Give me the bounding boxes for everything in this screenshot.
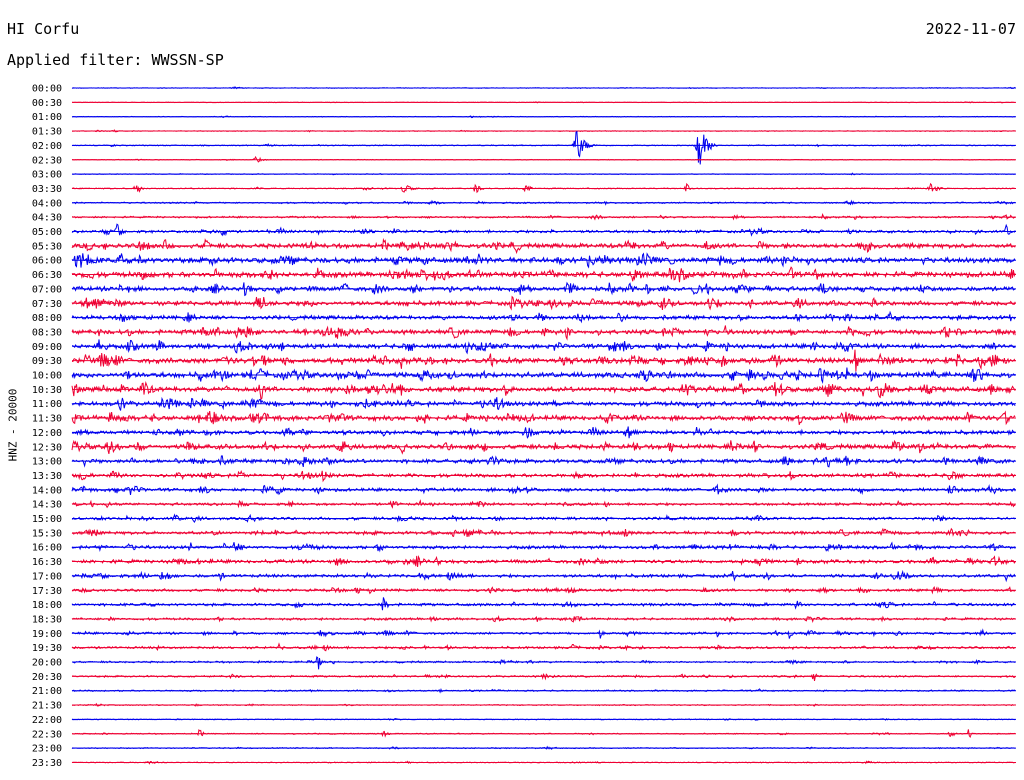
row-time-label: 22:30 <box>32 729 62 740</box>
row-time-label: 09:00 <box>32 342 62 353</box>
seismic-trace <box>71 597 1016 611</box>
row-time-label: 00:00 <box>32 84 62 95</box>
row-time-label: 05:30 <box>32 241 62 252</box>
row-time-label: 01:00 <box>32 112 62 123</box>
seismic-trace <box>71 673 1016 681</box>
seismic-trace <box>71 728 1016 739</box>
row-time-label: 05:00 <box>32 227 62 238</box>
row-time-label: 03:30 <box>32 184 62 195</box>
row-time-label: 19:00 <box>32 629 62 640</box>
row-time-label: 00:30 <box>32 98 62 109</box>
seismic-trace <box>71 541 1016 553</box>
row-time-label: 21:30 <box>32 701 62 712</box>
row-time-label: 01:30 <box>32 127 62 138</box>
row-time-label: 23:30 <box>32 758 62 769</box>
row-time-label: 13:30 <box>32 471 62 482</box>
seismic-trace <box>71 367 1016 385</box>
seismic-trace <box>71 237 1016 255</box>
station-title: HI Corfu <box>7 20 80 38</box>
row-time-label: 11:30 <box>32 414 62 425</box>
seismic-trace <box>71 223 1016 237</box>
row-time-label: 15:00 <box>32 514 62 525</box>
seismic-trace <box>71 381 1016 401</box>
row-time-label: 07:00 <box>32 284 62 295</box>
row-time-label: 15:30 <box>32 528 62 539</box>
row-time-label: 22:00 <box>32 715 62 726</box>
row-time-label: 18:30 <box>32 614 62 625</box>
row-time-label: 06:00 <box>32 256 62 267</box>
row-time-label: 11:00 <box>32 399 62 410</box>
row-time-label: 16:00 <box>32 543 62 554</box>
row-time-label: 13:00 <box>32 457 62 468</box>
row-time-label: 12:00 <box>32 428 62 439</box>
seismic-trace <box>71 628 1016 639</box>
row-time-label: 20:30 <box>32 672 62 683</box>
row-time-label: 17:00 <box>32 571 62 582</box>
row-time-label: 10:00 <box>32 371 62 382</box>
seismic-trace <box>71 513 1016 524</box>
seismic-trace <box>71 266 1016 283</box>
seismic-trace <box>71 349 1016 372</box>
date-label: 2022-11-07 <box>925 20 1016 38</box>
row-time-label: 12:30 <box>32 442 62 453</box>
row-time-label: 04:00 <box>32 198 62 209</box>
row-time-label: 08:00 <box>32 313 62 324</box>
row-time-label: 20:00 <box>32 658 62 669</box>
row-time-label: 02:30 <box>32 155 62 166</box>
row-time-label: 16:30 <box>32 557 62 568</box>
row-time-label: 17:30 <box>32 586 62 597</box>
row-time-label: 18:00 <box>32 600 62 611</box>
filter-label: Applied filter: WWSSN-SP <box>7 51 224 69</box>
row-time-label: 19:30 <box>32 643 62 654</box>
row-time-label: 08:30 <box>32 327 62 338</box>
row-time-label: 23:00 <box>32 744 62 755</box>
row-time-label: 21:00 <box>32 686 62 697</box>
row-time-label: 02:00 <box>32 141 62 152</box>
seismic-trace <box>71 439 1016 455</box>
row-time-label: 10:30 <box>32 385 62 396</box>
row-time-label: 06:30 <box>32 270 62 281</box>
seismic-trace <box>71 252 1016 269</box>
row-time-label: 03:00 <box>32 170 62 181</box>
row-time-label: 07:30 <box>32 299 62 310</box>
seismic-trace <box>71 656 1016 670</box>
row-time-label: 14:30 <box>32 500 62 511</box>
row-time-label: 09:30 <box>32 356 62 367</box>
row-time-label: 04:30 <box>32 213 62 224</box>
row-time-label: 14:00 <box>32 485 62 496</box>
